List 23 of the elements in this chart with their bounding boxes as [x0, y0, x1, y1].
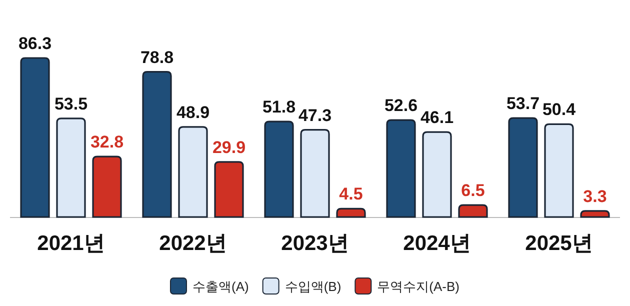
data-label: 3.3 — [583, 186, 607, 206]
data-label: 29.9 — [212, 138, 246, 157]
legend-label: 무역수지(A-B) — [377, 279, 460, 294]
data-label: 78.8 — [140, 48, 174, 67]
legend-label: 수출액(A) — [192, 279, 249, 294]
x-tick-label: 2022년 — [159, 232, 227, 255]
data-label: 53.7 — [506, 94, 540, 114]
data-label: 51.8 — [262, 98, 296, 117]
data-label: 48.9 — [176, 102, 210, 122]
x-tick-label: 2021년 — [37, 232, 105, 255]
data-label: 86.3 — [18, 34, 52, 53]
legend-label: 수입액(B) — [284, 279, 342, 294]
x-tick-label: 2025년 — [525, 232, 593, 255]
data-label: 46.1 — [420, 108, 454, 128]
data-label: 4.5 — [339, 184, 363, 204]
data-label: 52.6 — [384, 96, 418, 116]
data-label: 53.5 — [54, 94, 88, 114]
data-label: 6.5 — [461, 181, 485, 200]
x-tick-label: 2024년 — [403, 232, 471, 255]
x-tick-label: 2023년 — [281, 232, 349, 255]
data-label: 47.3 — [298, 106, 332, 125]
data-label: 32.8 — [90, 132, 124, 152]
data-label: 50.4 — [542, 100, 576, 120]
